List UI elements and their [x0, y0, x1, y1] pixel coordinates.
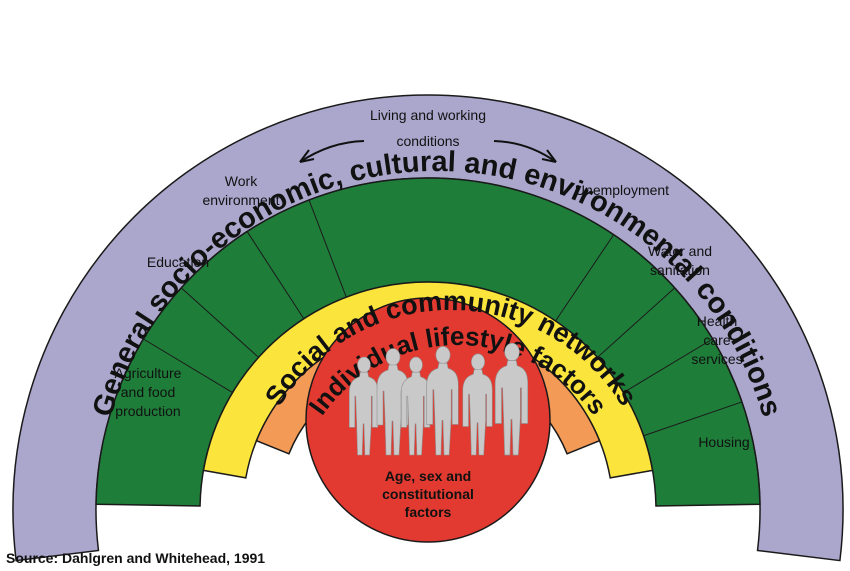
sector-education: Education	[147, 254, 209, 270]
living-working-title-line2: conditions	[396, 133, 459, 149]
sector-divider	[143, 338, 233, 393]
living-working-title-line1: Living and working	[370, 107, 486, 123]
person-silhouette-icon	[494, 342, 529, 456]
sector-divider	[246, 231, 305, 320]
sector-housing: Housing	[698, 434, 749, 450]
sector-divider	[597, 287, 676, 358]
person-silhouette-icon	[426, 346, 459, 456]
left-arrow-icon	[299, 140, 365, 163]
sector-water-sanitation: Water and sanitation	[648, 243, 712, 278]
sector-health-care: Health care services	[691, 313, 742, 367]
sector-label-line: Housing	[698, 434, 749, 450]
sector-divider	[180, 287, 259, 358]
sector-divider	[623, 338, 713, 393]
sector-label-line: Work	[225, 173, 258, 189]
sector-label-line: environment	[202, 192, 279, 208]
sector-label-line: services	[691, 351, 742, 367]
sector-label-line: Education	[147, 254, 209, 270]
sector-dividers	[143, 199, 743, 437]
person-silhouette-icon	[462, 353, 493, 456]
sector-agriculture: Agriculture and food production	[115, 365, 182, 419]
sector-divider	[308, 199, 347, 298]
core-label-line3: factors	[405, 504, 452, 520]
sector-divider	[643, 401, 743, 437]
sector-label-line: Agriculture	[115, 365, 182, 381]
sector-label-line: and food	[121, 384, 176, 400]
person-silhouette-icon	[376, 348, 409, 456]
sector-divider	[555, 234, 615, 322]
sector-label-line: production	[115, 403, 180, 419]
sector-work-environment: Work environment	[202, 173, 279, 208]
person-silhouette-icon	[349, 356, 379, 456]
right-arrow-icon	[493, 140, 557, 163]
sector-label-line: care	[703, 332, 730, 348]
sector-label-line: Unemployment	[575, 182, 669, 198]
sector-label-line: Water and	[648, 243, 712, 259]
sector-label-line: Health	[697, 313, 737, 329]
people-silhouettes-icon	[349, 342, 529, 456]
source-caption: Source: Dahlgren and Whitehead, 1991	[6, 550, 266, 566]
core-label-line1: Age, sex and	[385, 468, 471, 484]
person-silhouette-icon	[401, 356, 431, 456]
sector-label-line: sanitation	[650, 262, 710, 278]
core-label-line2: constitutional	[382, 486, 474, 502]
sector-unemployment: Unemployment	[575, 182, 669, 198]
